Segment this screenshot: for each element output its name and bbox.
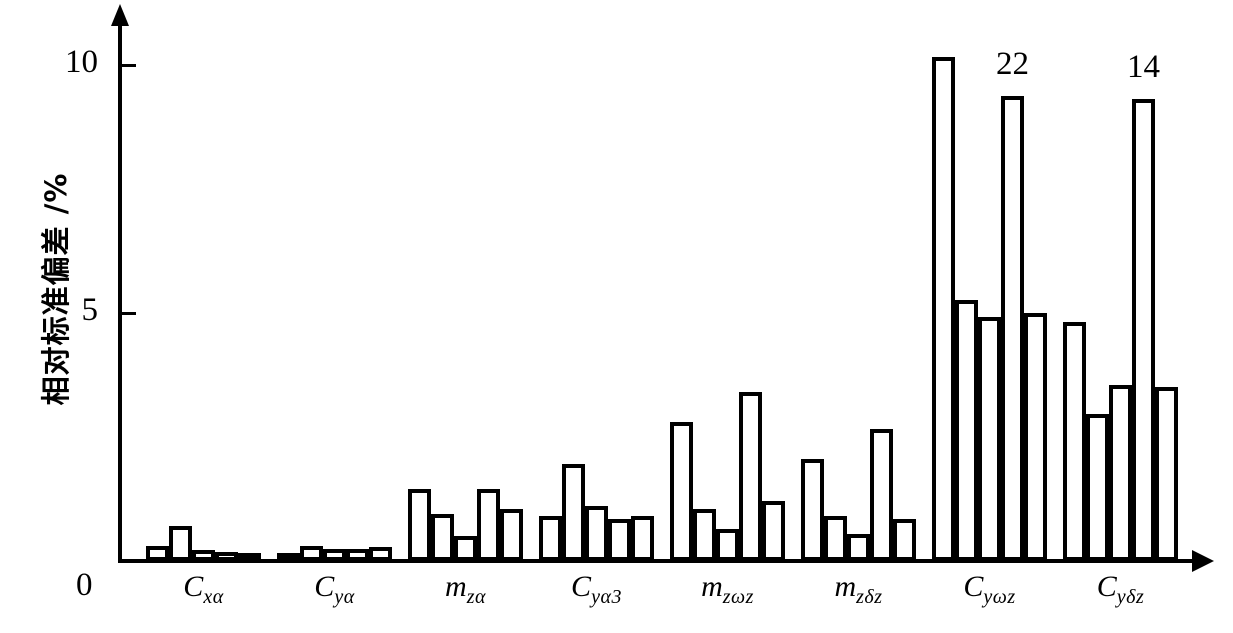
bar — [870, 429, 893, 561]
bar — [454, 536, 477, 561]
category-subscript: yα — [334, 586, 355, 608]
category-subscript: yωz — [983, 586, 1016, 608]
bar — [716, 528, 739, 561]
y-tick-label-5: 5 — [81, 292, 99, 328]
bar — [801, 459, 824, 561]
x-category-label-c-x-: Cxα — [134, 570, 274, 609]
category-subscript: yδz — [1116, 586, 1145, 608]
bar — [1063, 322, 1086, 561]
x-category-label-c-y-z: Cyωz — [920, 570, 1060, 609]
category-base: C — [1096, 570, 1117, 603]
bar — [346, 548, 369, 561]
bar-value-annotation: 22 — [996, 46, 1029, 83]
category-base: m — [834, 570, 857, 603]
bar — [1024, 312, 1047, 561]
bar — [539, 516, 562, 561]
bar — [670, 421, 693, 561]
bar — [215, 552, 238, 561]
bar — [847, 533, 870, 561]
category-subscript: zδz — [856, 586, 883, 608]
bar — [1109, 384, 1132, 561]
bar — [238, 553, 261, 561]
category-base: m — [445, 570, 467, 603]
bar — [1155, 387, 1178, 561]
y-tick-5 — [122, 312, 136, 315]
x-axis-arrow-icon — [1192, 550, 1214, 572]
bar — [408, 488, 431, 561]
category-base: C — [571, 570, 592, 603]
bar — [1086, 414, 1109, 561]
category-subscript: zα — [466, 586, 486, 608]
bar — [762, 501, 785, 561]
x-category-label-c-y-: Cyα — [265, 570, 405, 609]
y-tick-10 — [122, 64, 136, 67]
x-category-label-c-y-3: Cyα3 — [527, 570, 667, 609]
bar — [608, 518, 631, 561]
x-category-label-m-z-z: mzδz — [789, 570, 929, 609]
bar — [932, 56, 955, 561]
bar — [500, 508, 523, 561]
bar — [146, 546, 169, 561]
bar — [431, 513, 454, 561]
category-base: C — [183, 570, 204, 603]
bar — [300, 546, 323, 561]
bar — [955, 300, 978, 561]
bar — [739, 392, 762, 561]
x-category-label-m-z-: mzα — [396, 570, 536, 609]
bar — [277, 553, 300, 561]
category-subscript: yα3 — [591, 586, 622, 608]
bar-value-annotation: 14 — [1127, 48, 1160, 85]
y-axis-line — [118, 22, 122, 562]
category-base: C — [963, 570, 984, 603]
bar — [323, 548, 346, 561]
bar — [369, 547, 392, 561]
y-tick-label-10: 10 — [65, 44, 98, 80]
y-axis-title: 相对标准偏差 /% — [39, 172, 73, 406]
plot-area — [118, 22, 1196, 561]
bar — [585, 506, 608, 561]
y-axis-arrow-icon — [111, 4, 129, 26]
bar — [1132, 98, 1155, 561]
bar — [169, 526, 192, 561]
x-category-label-m-z-z: mzωz — [658, 570, 798, 609]
x-category-label-c-y-z: Cyδz — [1051, 570, 1191, 609]
y-tick-label-0: 0 — [76, 567, 93, 603]
x-axis-line — [118, 559, 1196, 563]
category-base: C — [314, 570, 335, 603]
category-subscript: zωz — [722, 586, 754, 608]
category-subscript: xα — [203, 586, 224, 608]
bar — [893, 518, 916, 561]
bar — [978, 317, 1001, 561]
bar — [693, 508, 716, 561]
bar — [477, 488, 500, 561]
bar — [192, 550, 215, 561]
bar — [562, 464, 585, 561]
bar — [824, 516, 847, 561]
bar — [1001, 96, 1024, 561]
bar — [631, 516, 654, 561]
category-base: m — [701, 570, 723, 603]
